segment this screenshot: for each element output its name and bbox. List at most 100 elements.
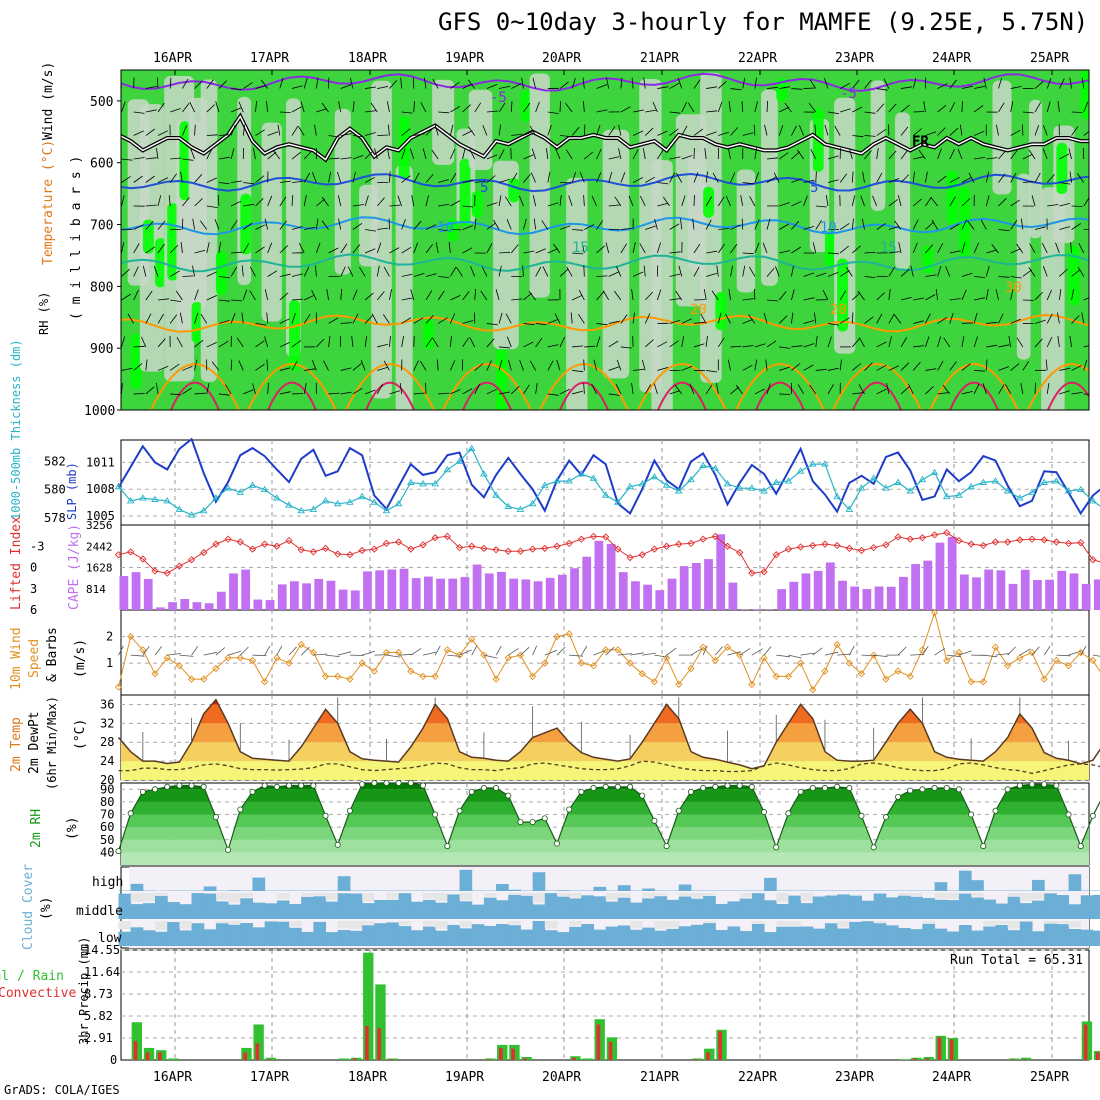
precip-conv-bar bbox=[377, 1028, 381, 1060]
upper-wind-barb bbox=[206, 242, 210, 254]
upper-wind-barb bbox=[303, 77, 308, 89]
upper-wind-barb bbox=[145, 221, 154, 230]
upper-wind-barb bbox=[742, 265, 746, 277]
upper-wind-barb bbox=[518, 195, 524, 207]
upper-wind-barb bbox=[422, 148, 427, 160]
upper-wind-barb bbox=[645, 225, 656, 230]
upper-wind-barb bbox=[401, 111, 413, 114]
upper-wind-barb bbox=[677, 77, 683, 89]
upper-wind-barb bbox=[279, 273, 291, 277]
upper-wind-barb bbox=[401, 246, 412, 254]
upper-wind-barb bbox=[311, 360, 317, 371]
upper-wind-barb bbox=[413, 242, 419, 254]
upper-wind-barb bbox=[347, 266, 354, 277]
upper-wind-barb bbox=[803, 297, 815, 301]
x-tick-bottom-18APR: 18APR bbox=[348, 1070, 387, 1085]
upper-wind-barb bbox=[371, 313, 378, 324]
upper-wind-barb bbox=[815, 272, 827, 277]
wind-speed-point bbox=[321, 672, 330, 681]
upper-wind-barb bbox=[876, 103, 885, 113]
upper-wind-barb bbox=[827, 272, 839, 277]
precip-conv-bar bbox=[718, 1031, 722, 1060]
thickness-point bbox=[601, 491, 610, 498]
upper-wind-barb bbox=[498, 178, 510, 183]
upper-wind-barb bbox=[279, 196, 287, 207]
upper-wind-barb bbox=[608, 340, 619, 348]
cloud-middle-cell bbox=[1056, 895, 1070, 919]
cloud-low-cell bbox=[556, 932, 570, 946]
lifted-index-point bbox=[1089, 556, 1097, 564]
upper-wind-barb bbox=[432, 78, 439, 89]
upper-wind-barb bbox=[321, 102, 329, 113]
boundary-layer-isotherm bbox=[365, 381, 415, 410]
upper-wind-barb bbox=[596, 275, 608, 277]
cloud-low-cell bbox=[1056, 924, 1070, 946]
upper-wind-barb bbox=[809, 384, 817, 395]
rh2m-point bbox=[955, 786, 962, 793]
upper-wind-barb bbox=[632, 130, 644, 136]
rh2m-tick-50: 50 bbox=[100, 833, 114, 847]
lifted-index-point bbox=[1064, 539, 1073, 548]
cape-bar bbox=[606, 543, 616, 610]
upper-wind-barb bbox=[827, 323, 839, 326]
upper-wind-barb bbox=[352, 204, 364, 207]
cloud-middle-cell bbox=[544, 893, 558, 919]
cape-bar bbox=[959, 574, 969, 610]
upper-wind-barb bbox=[767, 157, 779, 160]
thickness-point bbox=[882, 484, 890, 491]
upper-wind-barb bbox=[349, 77, 354, 89]
thickness-point bbox=[894, 478, 902, 485]
precip-conv-bar bbox=[1022, 1059, 1027, 1060]
upper-wind-barb bbox=[486, 323, 498, 326]
upper-wind-barb bbox=[328, 171, 332, 183]
upper-wind-barb bbox=[998, 344, 1010, 348]
lifted-index-point bbox=[212, 540, 220, 548]
lifted-index-point bbox=[285, 536, 293, 545]
upper-wind-barb bbox=[982, 383, 987, 395]
upper-wind-barb bbox=[678, 265, 683, 277]
boundary-layer-isotherm bbox=[247, 363, 337, 410]
upper-wind-barb bbox=[925, 294, 936, 301]
upper-wind-barb bbox=[937, 175, 947, 183]
upper-wind-barb bbox=[620, 106, 631, 113]
upper-wind-barb bbox=[194, 249, 206, 254]
upper-wind-barb bbox=[559, 135, 571, 137]
cloud-high-cell bbox=[556, 890, 570, 891]
thickness-point bbox=[248, 481, 257, 488]
cape-bar bbox=[631, 581, 640, 610]
upper-wind-barb bbox=[206, 177, 217, 183]
lifted-index-point bbox=[346, 551, 354, 559]
upper-wind-barb bbox=[644, 291, 654, 301]
upper-wind-barb bbox=[998, 77, 1003, 89]
upper-wind-barb bbox=[321, 196, 329, 207]
rh-dry-band bbox=[651, 160, 673, 410]
cape-tick-1628: 1628 bbox=[86, 562, 113, 575]
cape-bar bbox=[472, 564, 482, 610]
upper-wind-barb bbox=[888, 199, 898, 207]
boundary-layer-isotherm bbox=[267, 381, 317, 410]
cape-bar bbox=[192, 602, 202, 610]
upper-wind-barb bbox=[230, 266, 238, 277]
cape-bar bbox=[326, 580, 336, 610]
cloud-middle-cell bbox=[301, 896, 314, 919]
upper-wind-barb bbox=[218, 242, 221, 254]
upper-wind-barb bbox=[1083, 359, 1088, 371]
upper-wind-barb bbox=[748, 314, 756, 324]
rh-dry-band bbox=[761, 89, 778, 286]
slp-tick-1005: 1005 bbox=[86, 509, 115, 523]
upper-wind-barb bbox=[717, 101, 723, 113]
cloud-middle-cell bbox=[885, 897, 899, 919]
upper-wind-barb bbox=[998, 313, 1004, 324]
y-tick-500: 500 bbox=[90, 95, 113, 110]
thickness-point bbox=[833, 492, 841, 500]
upper-wind-barb bbox=[401, 219, 406, 230]
cloud-gap-cell bbox=[276, 921, 290, 922]
wind10-barb bbox=[227, 650, 242, 656]
upper-wind-barb bbox=[876, 364, 887, 371]
upper-wind-barb bbox=[791, 289, 795, 301]
rh-moist-patch bbox=[1056, 142, 1068, 195]
upper-wind-barb bbox=[784, 102, 792, 113]
thickness-point bbox=[1040, 478, 1048, 485]
precip-total-bar bbox=[582, 1058, 593, 1060]
upper-wind-barb bbox=[973, 105, 984, 113]
